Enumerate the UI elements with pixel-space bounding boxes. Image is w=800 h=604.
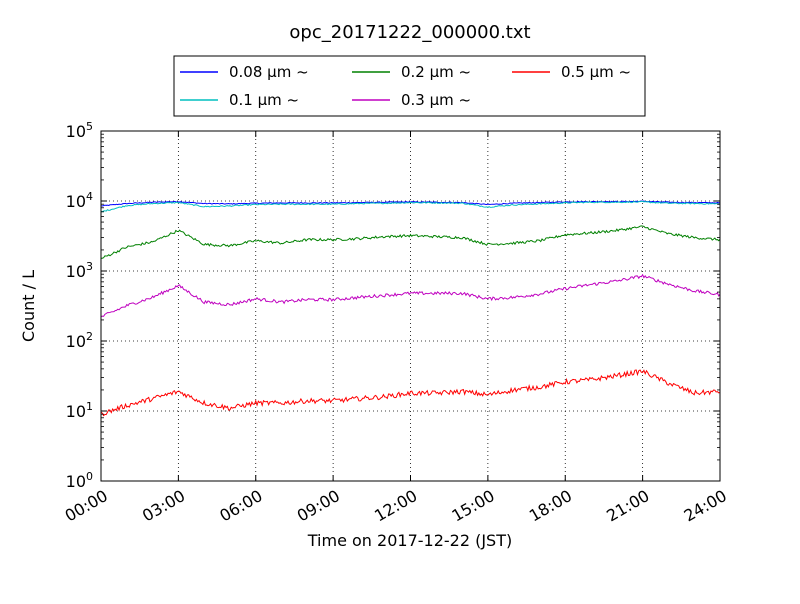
chart-title: opc_20171222_000000.txt	[289, 22, 530, 43]
series-layer	[100, 200, 721, 417]
y-tick-label: 100	[66, 470, 93, 491]
y-axis-label: Count / L	[19, 270, 38, 342]
legend-label: 0.3 μm ~	[401, 91, 471, 109]
y-tick-label: 101	[66, 400, 93, 421]
y-tick-label: 104	[66, 190, 93, 211]
series-line	[100, 369, 721, 417]
y-tick-label: 105	[66, 120, 93, 141]
y-tick-label: 102	[66, 330, 93, 351]
series-line	[100, 225, 721, 259]
legend-box	[173, 55, 646, 117]
legend-label: 0.2 μm ~	[401, 63, 471, 81]
x-axis-label: Time on 2017-12-22 (JST)	[307, 531, 512, 550]
legend: 0.08 μm ~ 0.1 μm ~ 0.2 μm ~ 0.3 μm ~ 0.5 μm …	[173, 55, 646, 117]
series-line	[100, 273, 721, 318]
legend-label: 0.08 μm ~	[229, 63, 309, 81]
legend-label: 0.1 μm ~	[229, 91, 299, 109]
series-line	[100, 200, 721, 213]
legend-label: 0.5 μm ~	[561, 63, 631, 81]
y-tick-label: 103	[66, 260, 93, 281]
